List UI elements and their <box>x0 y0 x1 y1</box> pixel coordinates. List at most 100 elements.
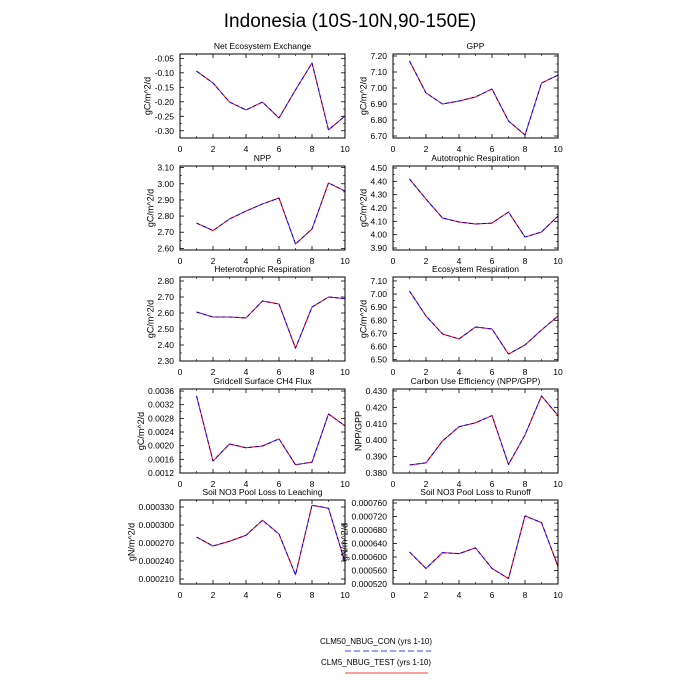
x-tick-label: 4 <box>244 144 249 154</box>
y-tick-label: 2.60 <box>157 308 174 318</box>
y-tick-label: 0.000640 <box>352 539 388 549</box>
y-tick-label: 0.380 <box>366 468 388 478</box>
panel-title: Heterotrophic Respiration <box>214 264 311 274</box>
y-tick-label: 0.000520 <box>352 579 388 589</box>
x-tick-label: 6 <box>490 479 495 489</box>
figure-title: Indonesia (10S-10N,90-150E) <box>224 11 476 32</box>
y-tick-label: 0.400 <box>366 435 388 445</box>
x-tick-label: 8 <box>310 479 315 489</box>
y-axis-label: gC/m^2/d <box>358 189 368 227</box>
y-axis-label: gN/m^2/d <box>340 523 350 561</box>
y-tick-label: 3.90 <box>370 243 387 253</box>
y-tick-label: 2.60 <box>157 243 174 253</box>
y-tick-label: 0.000560 <box>352 566 388 576</box>
y-tick-label: 7.10 <box>370 276 387 286</box>
x-tick-label: 4 <box>244 367 249 377</box>
y-tick-label: 0.000270 <box>139 538 175 548</box>
x-tick-label: 4 <box>457 256 462 266</box>
y-tick-label: -0.15 <box>155 82 175 92</box>
x-tick-label: 10 <box>553 590 563 600</box>
y-tick-label: 4.20 <box>370 203 387 213</box>
y-tick-label: 4.00 <box>370 230 387 240</box>
y-tick-label: 0.430 <box>366 386 388 396</box>
y-tick-label: -0.05 <box>155 53 175 63</box>
y-tick-label: 4.30 <box>370 190 387 200</box>
panel-title: Soil NO3 Pool Loss to Runoff <box>420 487 531 497</box>
y-tick-label: 0.000760 <box>352 498 388 508</box>
legend: CLM50_NBUG_CON (yrs 1-10) CLM5_NBUG_TEST… <box>320 637 432 674</box>
panel-title: Ecosystem Respiration <box>432 264 519 274</box>
x-tick-label: 6 <box>277 367 282 377</box>
series-line-con <box>409 178 559 238</box>
y-tick-label: 6.80 <box>370 115 387 125</box>
x-tick-label: 10 <box>340 590 350 600</box>
x-tick-label: 6 <box>277 590 282 600</box>
y-tick-label: 0.000210 <box>139 574 175 584</box>
x-tick-label: 0 <box>391 256 396 266</box>
x-tick-label: 0 <box>178 256 183 266</box>
y-tick-label: 0.0036 <box>148 386 174 396</box>
y-tick-label: 0.390 <box>366 452 388 462</box>
x-tick-label: 2 <box>211 144 216 154</box>
x-tick-label: 2 <box>424 367 429 377</box>
y-tick-label: 2.90 <box>157 195 174 205</box>
chart-panel: GPP 0 2 4 6 8 10 7.20 7.10 7.00 6.90 6.80 6.70 gC/m^2… <box>358 41 563 154</box>
y-tick-label: 0.0032 <box>148 400 174 410</box>
x-tick-label: 2 <box>211 590 216 600</box>
y-axis-label: gC/m^2/d <box>145 300 155 338</box>
y-tick-label: 7.10 <box>370 67 387 77</box>
x-tick-label: 10 <box>340 144 350 154</box>
x-tick-label: 10 <box>553 367 563 377</box>
y-tick-label: 6.50 <box>370 355 387 365</box>
x-tick-label: 6 <box>277 144 282 154</box>
panel-title: Carbon Use Efficiency (NPP/GPP) <box>411 376 541 386</box>
x-tick-label: 0 <box>178 590 183 600</box>
series-line-con <box>409 60 559 136</box>
x-tick-label: 0 <box>178 479 183 489</box>
x-tick-label: 2 <box>211 256 216 266</box>
chart-panel: Heterotrophic Respiration 0 2 4 6 8 10 2.80 2.70… <box>145 264 350 377</box>
x-tick-label: 8 <box>523 367 528 377</box>
y-axis-label: gC/m^2/d <box>358 77 368 115</box>
y-tick-label: 6.60 <box>370 342 387 352</box>
y-tick-label: -0.25 <box>155 111 175 121</box>
x-tick-label: 4 <box>244 479 249 489</box>
y-tick-label: 4.40 <box>370 176 387 186</box>
y-tick-label: 2.50 <box>157 324 174 334</box>
series-line-con <box>196 296 346 349</box>
x-tick-label: 8 <box>310 144 315 154</box>
x-tick-label: 6 <box>490 590 495 600</box>
x-tick-label: 4 <box>244 256 249 266</box>
x-tick-label: 10 <box>553 479 563 489</box>
x-tick-label: 10 <box>340 479 350 489</box>
x-tick-label: 6 <box>277 256 282 266</box>
y-tick-label: 0.000240 <box>139 556 175 566</box>
y-tick-label: 0.0020 <box>148 441 174 451</box>
y-tick-label: 6.90 <box>370 99 387 109</box>
x-tick-label: 2 <box>211 367 216 377</box>
series-line-con <box>409 395 559 466</box>
y-tick-label: 2.70 <box>157 292 174 302</box>
x-tick-label: 0 <box>391 367 396 377</box>
x-tick-label: 2 <box>424 479 429 489</box>
x-tick-label: 0 <box>391 590 396 600</box>
x-tick-label: 2 <box>424 590 429 600</box>
x-tick-label: 2 <box>211 479 216 489</box>
y-tick-label: 2.40 <box>157 340 174 350</box>
chart-panel: NPP 0 2 4 6 8 10 3.10 3.00 2.90 2.80 2.70 2.60 gC/m^2… <box>145 153 350 266</box>
y-tick-label: 6.70 <box>370 131 387 141</box>
x-tick-label: 2 <box>424 256 429 266</box>
x-tick-label: 10 <box>340 367 350 377</box>
x-tick-label: 8 <box>310 367 315 377</box>
x-tick-label: 8 <box>523 479 528 489</box>
x-tick-label: 10 <box>553 256 563 266</box>
panel-title: GPP <box>467 41 485 51</box>
y-tick-label: 0.0012 <box>148 468 174 478</box>
x-tick-label: 0 <box>391 479 396 489</box>
y-tick-label: 0.000600 <box>352 552 388 562</box>
y-tick-label: 3.00 <box>157 179 174 189</box>
x-tick-label: 4 <box>457 144 462 154</box>
y-tick-label: 0.0024 <box>148 427 174 437</box>
